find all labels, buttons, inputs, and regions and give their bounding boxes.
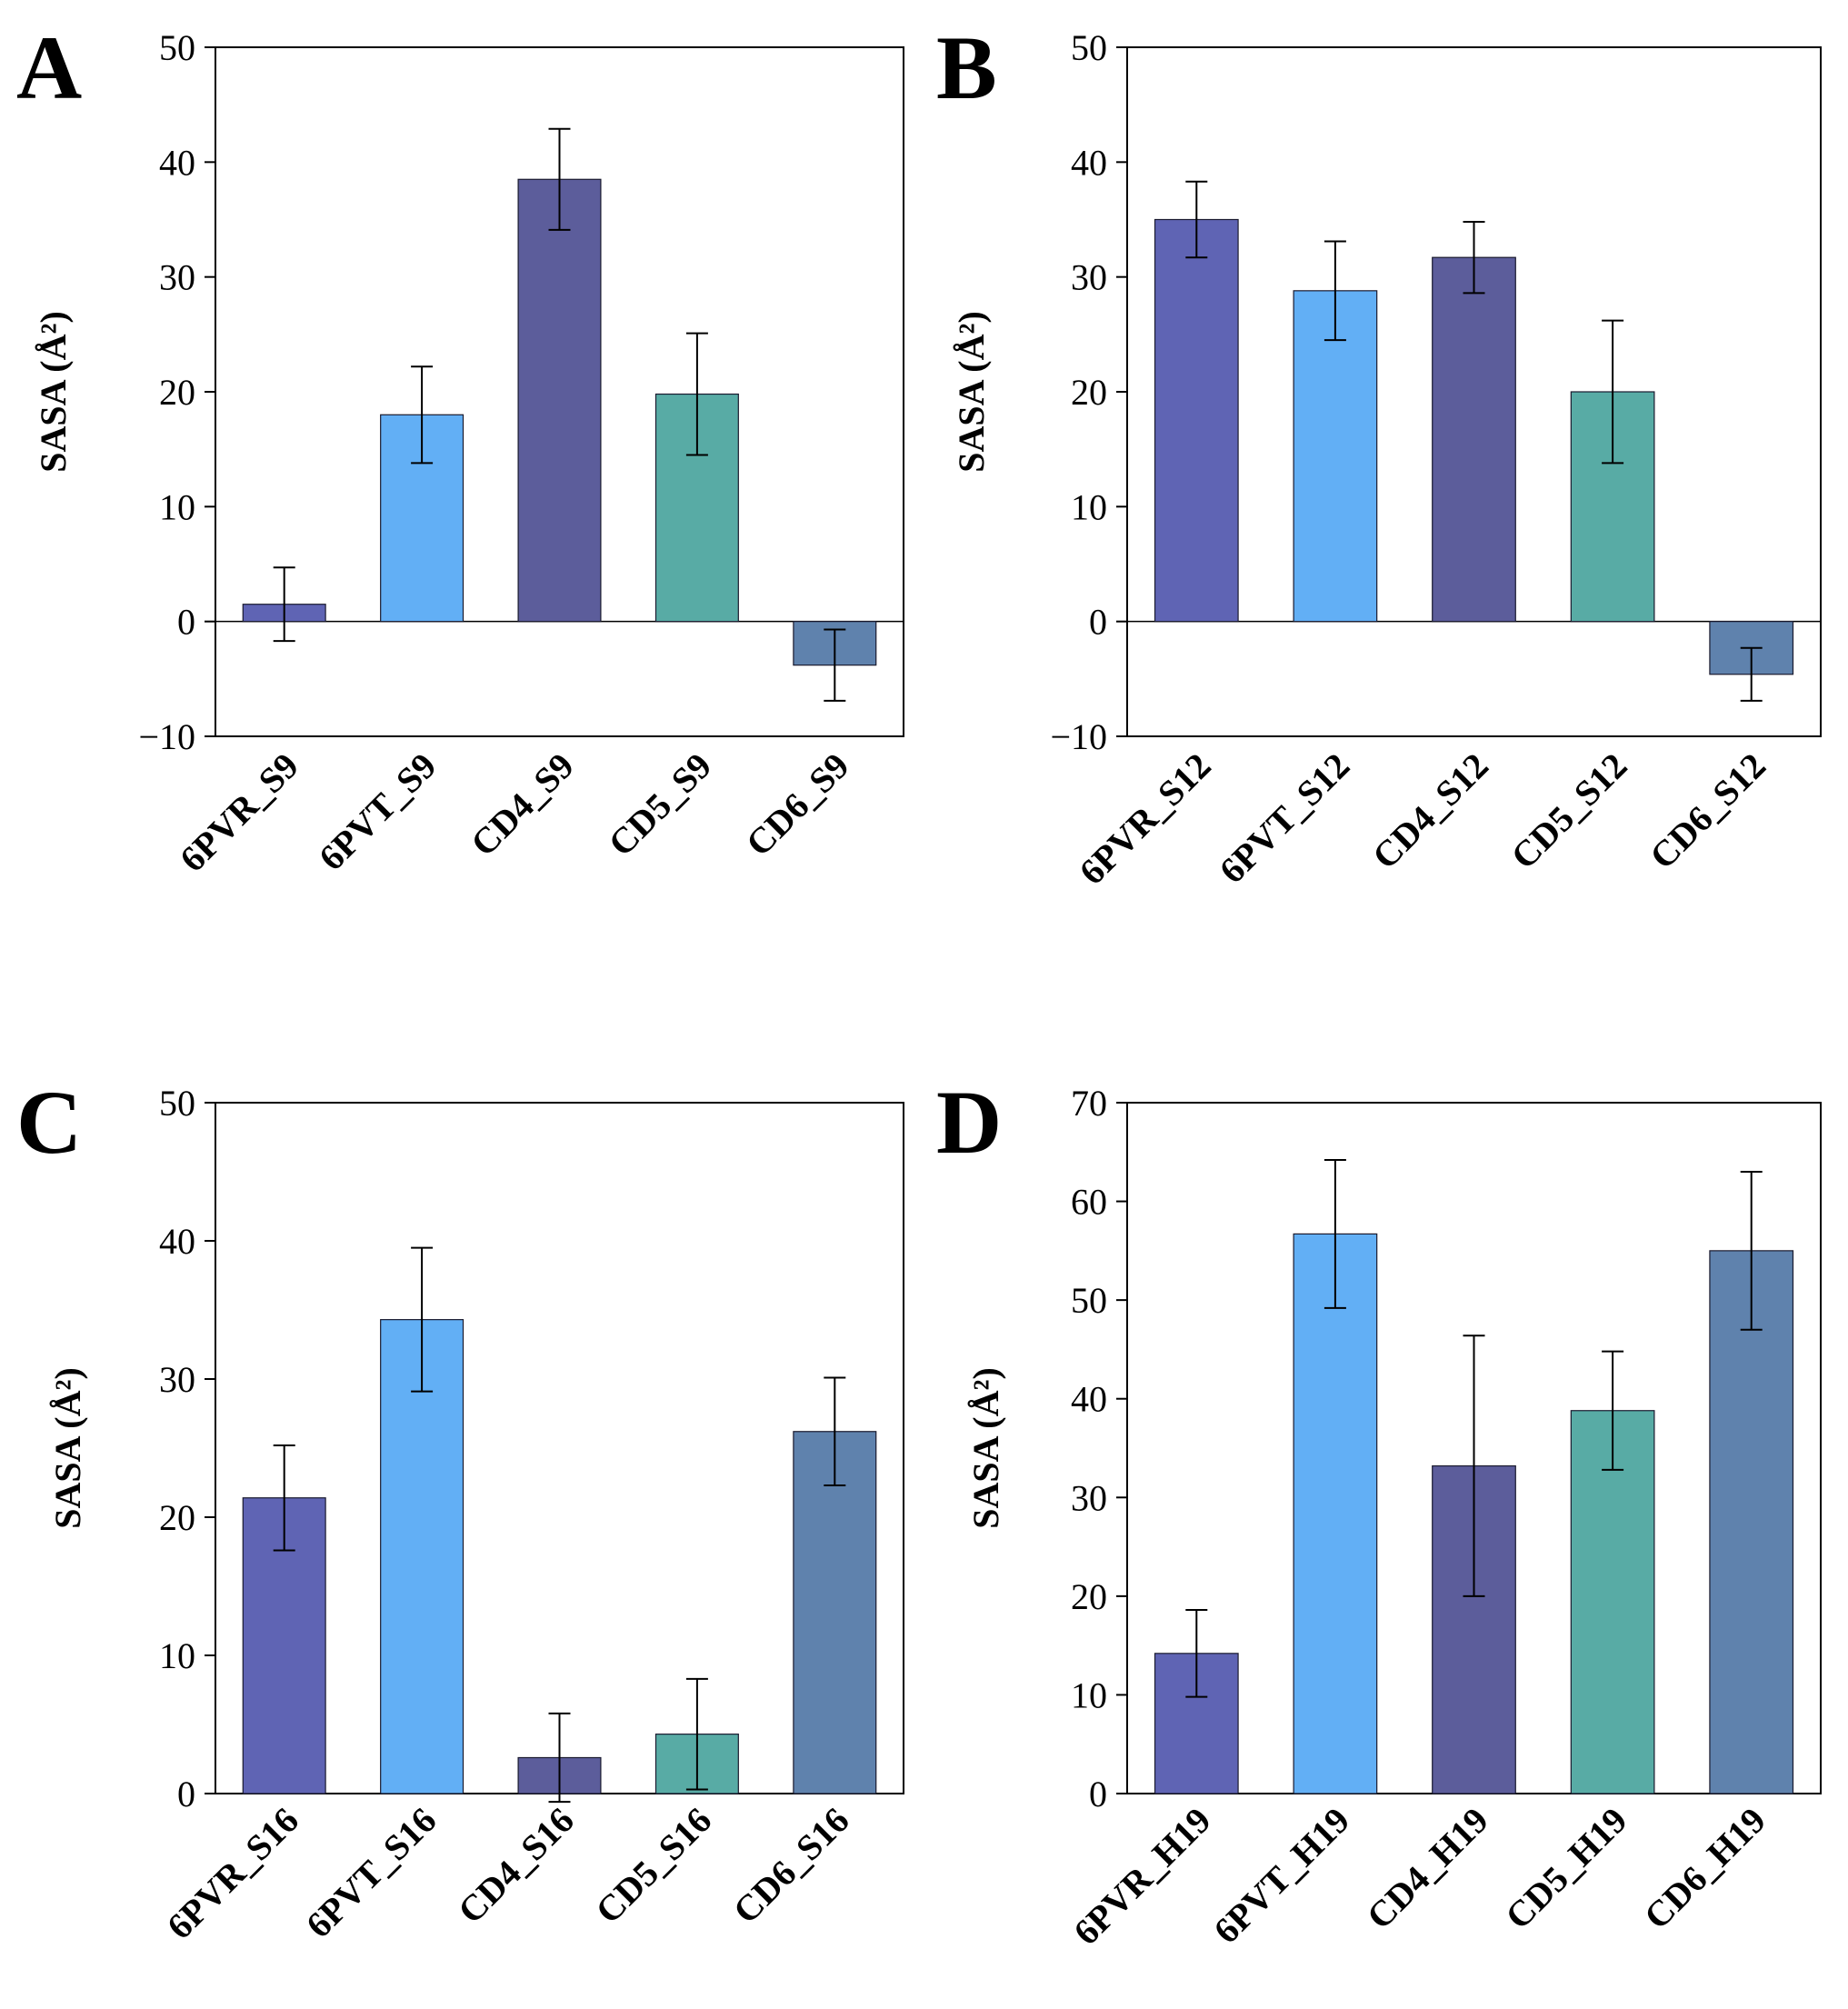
y-tick-label-d: 0 (1089, 1774, 1107, 1814)
bar-b-3 (1432, 256, 1516, 623)
y-tick-label-c: 30 (159, 1359, 195, 1400)
y-tick-label-b: 0 (1089, 602, 1107, 643)
category-label-c-2: 6PVT_S16 (298, 1800, 445, 1946)
bar-c-2 (380, 1319, 464, 1794)
category-label-a-4: CD5_S9 (600, 745, 719, 865)
y-tick-label-a: −10 (138, 716, 195, 757)
y-axis-title-a: SASA (Å²) (33, 311, 74, 473)
y-tick-label-a: 40 (159, 142, 195, 183)
category-label-a-5: CD6_S9 (738, 745, 857, 865)
y-tick-label-b: 10 (1071, 486, 1107, 527)
category-label-b-3: CD4_S12 (1364, 745, 1496, 877)
category-label-b-2: 6PVT_S12 (1212, 745, 1358, 892)
bar-c-5 (793, 1431, 877, 1794)
y-tick-label-d: 10 (1071, 1674, 1107, 1715)
y-tick-label-c: 40 (159, 1221, 195, 1262)
category-label-a-2: 6PVT_S9 (311, 745, 445, 879)
y-axis-title-d: SASA (Å²) (965, 1367, 1006, 1529)
y-tick-label-c: 50 (159, 1083, 195, 1124)
category-label-c-3: CD4_S16 (450, 1800, 582, 1932)
category-label-c-4: CD5_S16 (587, 1800, 719, 1932)
bar-d-5 (1709, 1250, 1794, 1794)
bar-a-3 (517, 178, 602, 623)
panel-letter-c: C (16, 1072, 82, 1173)
category-label-d-5: CD6_H19 (1636, 1800, 1773, 1937)
y-tick-label-d: 60 (1071, 1182, 1107, 1223)
y-tick-label-d: 50 (1071, 1280, 1107, 1321)
y-tick-label-a: 30 (159, 257, 195, 298)
y-tick-label-c: 20 (159, 1497, 195, 1538)
bar-b-1 (1154, 218, 1239, 623)
panel-d: D 0 10 20 30 40 50 60 70 SASA (Å²) 6PVR_H196PVT_H1… (936, 1072, 1822, 1954)
category-label-b-4: CD5_S12 (1503, 745, 1634, 877)
y-tick-label-b: 20 (1071, 372, 1107, 413)
category-label-d-2: 6PVT_H19 (1205, 1800, 1357, 1952)
y-tick-label-b: −10 (1050, 716, 1107, 757)
y-tick-label-d: 30 (1071, 1477, 1107, 1518)
y-tick-label-c: 10 (159, 1635, 195, 1676)
panel-letter-d: D (936, 1072, 1002, 1173)
y-tick-label-d: 70 (1071, 1083, 1107, 1124)
y-tick-label-a: 50 (159, 27, 195, 68)
y-tick-label-a: 20 (159, 372, 195, 413)
bar-b-2 (1293, 290, 1378, 623)
category-label-a-3: CD4_S9 (463, 745, 582, 865)
y-tick-label-a: 10 (159, 486, 195, 527)
panel-letter-b: B (936, 17, 997, 118)
y-axis-title-c: SASA (Å²) (47, 1367, 88, 1529)
y-tick-label-b: 40 (1071, 142, 1107, 183)
y-tick-label-b: 50 (1071, 27, 1107, 68)
panel-b: B −10 0 10 20 30 40 50 SASA (Å²) 6PVR_S126PVT_S12… (936, 17, 1822, 893)
category-label-a-1: 6PVR_S9 (172, 745, 306, 880)
y-tick-label-b: 30 (1071, 257, 1107, 298)
y-tick-label-a: 0 (177, 602, 195, 643)
category-label-c-5: CD6_S16 (725, 1800, 857, 1932)
category-label-b-1: 6PVR_S12 (1071, 745, 1218, 893)
y-tick-label-c: 0 (177, 1774, 195, 1814)
category-label-d-4: CD5_H19 (1497, 1800, 1634, 1937)
category-label-c-1: 6PVR_S16 (159, 1800, 306, 1947)
y-tick-label-d: 40 (1071, 1379, 1107, 1420)
y-tick-label-d: 20 (1071, 1576, 1107, 1617)
category-label-d-3: CD4_H19 (1359, 1800, 1496, 1937)
y-axis-title-b: SASA (Å²) (951, 311, 992, 473)
panel-letter-a: A (16, 17, 82, 118)
category-label-b-5: CD6_S12 (1642, 745, 1773, 877)
category-label-d-1: 6PVR_H19 (1065, 1800, 1219, 1954)
bar-d-2 (1293, 1233, 1378, 1794)
bar-d-4 (1570, 1410, 1655, 1794)
